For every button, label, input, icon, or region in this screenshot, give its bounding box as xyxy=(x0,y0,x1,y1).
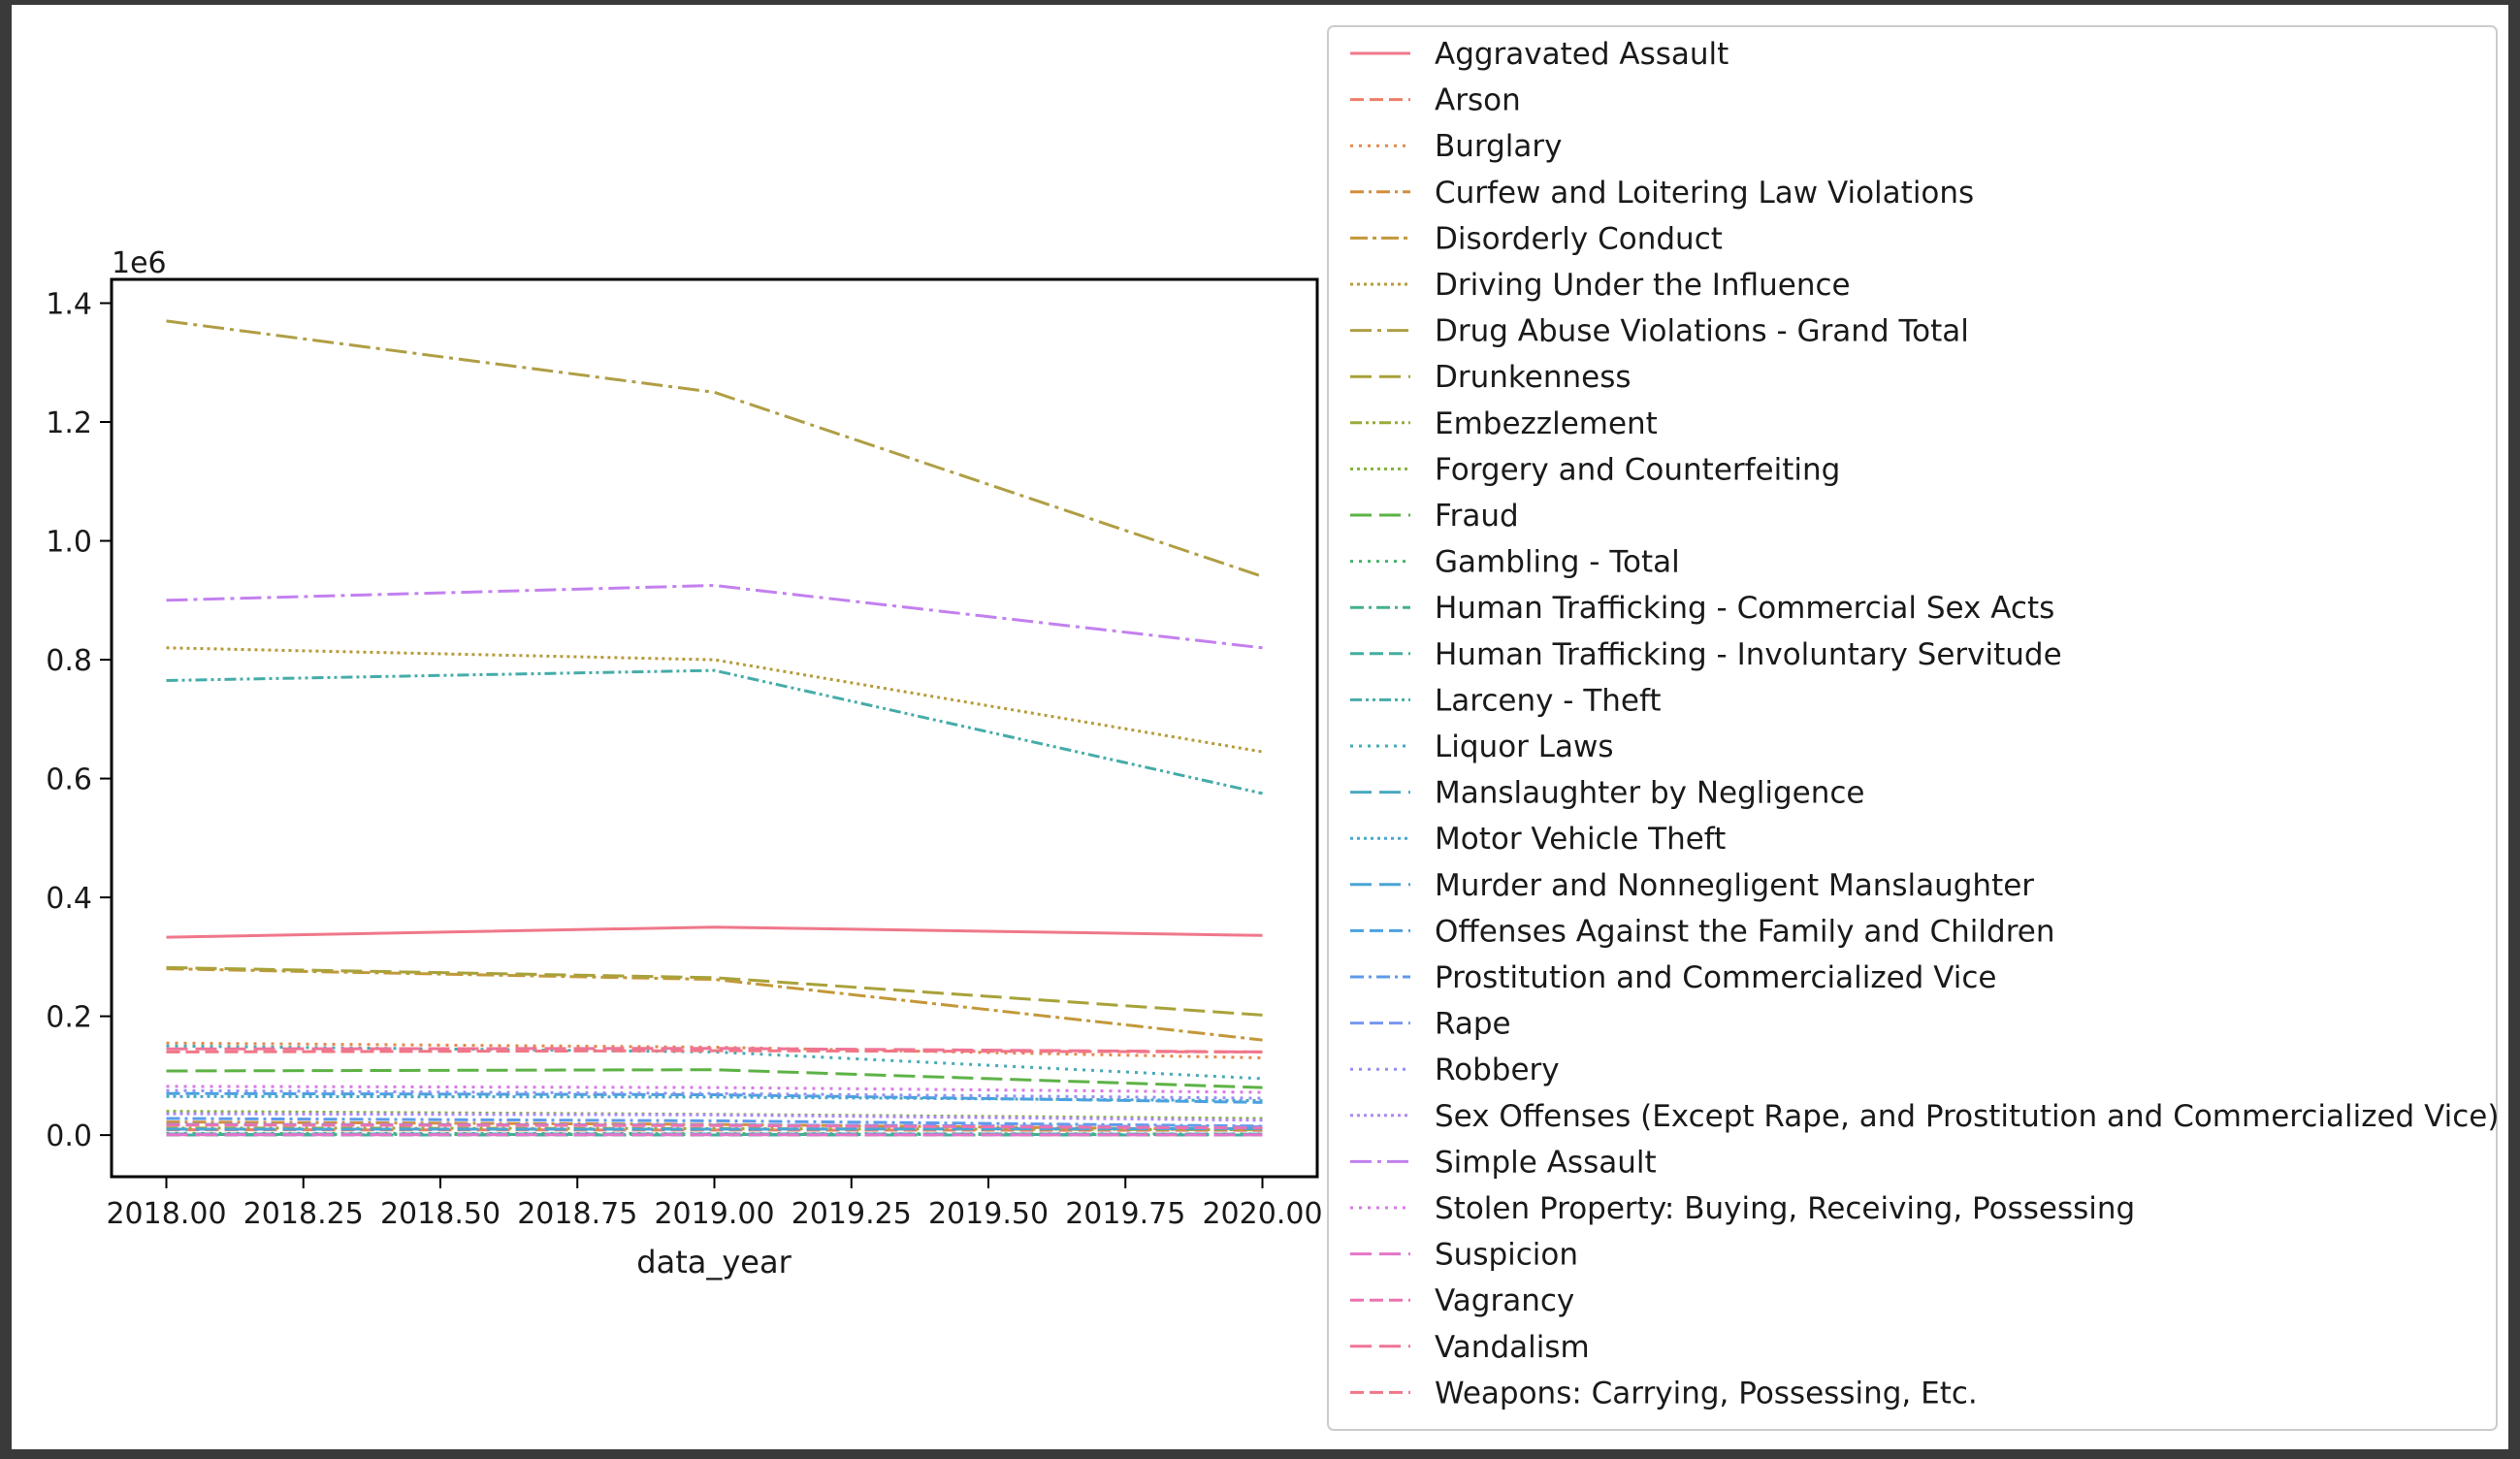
series-line-weapons-carrying-possessing-etc xyxy=(166,1049,1263,1054)
legend-label-curfew-and-loitering-law-violations: Curfew and Loitering Law Violations xyxy=(1435,176,1974,211)
legend-label-larceny-theft: Larceny - Theft xyxy=(1435,683,1662,718)
figure-canvas: 2018.00 2018.25 2018.50 2018.75 2019.00 2019.… xyxy=(12,5,2508,1449)
legend-label-drunkenness: Drunkenness xyxy=(1435,360,1632,395)
legend-label-fraud: Fraud xyxy=(1435,499,1519,534)
series-line-driving-under-the-influence xyxy=(166,646,1263,754)
series-line-larceny-theft xyxy=(166,668,1263,795)
plot-lines xyxy=(166,319,1263,1137)
series-line-disorderly-conduct xyxy=(166,967,1263,1042)
y-tick-label: 0.8 xyxy=(46,644,92,678)
series-line-offenses-against-the-family-and-children xyxy=(166,1091,1263,1104)
series-line-aggravated-assault xyxy=(166,925,1263,939)
legend-label-robbery: Robbery xyxy=(1435,1053,1560,1087)
x-tick-label: 2018.75 xyxy=(517,1197,637,1231)
x-axis: 2018.00 2018.25 2018.50 2018.75 2019.00 2019.… xyxy=(106,1177,1323,1231)
y-tick-label: 0.0 xyxy=(46,1119,92,1153)
x-tick-label: 2018.00 xyxy=(106,1197,226,1231)
line-chart: 2018.00 2018.25 2018.50 2018.75 2019.00 2019.… xyxy=(46,25,2499,1431)
legend-label-vandalism: Vandalism xyxy=(1435,1330,1590,1365)
x-tick-label: 2019.75 xyxy=(1065,1197,1185,1231)
legend-label-arson: Arson xyxy=(1435,83,1521,118)
y-offset-label: 1e6 xyxy=(112,246,167,280)
x-axis-label: data_year xyxy=(636,1244,792,1281)
legend-label-burglary: Burglary xyxy=(1435,129,1563,164)
legend-label-offenses-against-the-family-and-children: Offenses Against the Family and Children xyxy=(1435,914,2055,949)
legend-label-weapons-carrying-possessing-etc: Weapons: Carrying, Possessing, Etc. xyxy=(1435,1376,1978,1410)
legend: Aggravated Assault Arson Burglary Curfew an… xyxy=(1350,37,2499,1410)
legend-label-forgery-and-counterfeiting: Forgery and Counterfeiting xyxy=(1435,452,1840,487)
legend-label-rape: Rape xyxy=(1435,1007,1511,1042)
legend-label-prostitution-and-commercialized-vice: Prostitution and Commercialized Vice xyxy=(1435,960,1996,995)
legend-label-human-trafficking-involuntary-servitude: Human Trafficking - Involuntary Servitud… xyxy=(1435,637,2062,672)
x-tick-label: 2018.50 xyxy=(380,1197,501,1231)
series-line-drug-abuse-violations-grand-total xyxy=(166,319,1263,578)
legend-label-disorderly-conduct: Disorderly Conduct xyxy=(1435,221,1723,256)
legend-label-suspicion: Suspicion xyxy=(1435,1238,1578,1273)
legend-label-human-trafficking-commercial-sex-acts: Human Trafficking - Commercial Sex Acts xyxy=(1435,591,2054,626)
series-line-simple-assault xyxy=(166,583,1263,650)
legend-label-stolen-property-buying-receiving-possessing: Stolen Property: Buying, Receiving, Poss… xyxy=(1435,1191,2135,1226)
series-line-vagrancy xyxy=(166,1123,1263,1130)
legend-label-embezzlement: Embezzlement xyxy=(1435,406,1658,441)
legend-label-sex-offenses-except-rape-and-prostitution-and-commercialized-vice: Sex Offenses (Except Rape, and Prostitut… xyxy=(1435,1099,2499,1134)
series-line-stolen-property-buying-receiving-possessing xyxy=(166,1085,1263,1094)
legend-box xyxy=(1327,25,2498,1431)
x-tick-label: 2019.50 xyxy=(928,1197,1049,1231)
y-tick-label: 0.6 xyxy=(46,763,92,797)
legend-label-manslaughter-by-negligence: Manslaughter by Negligence xyxy=(1435,776,1865,811)
x-tick-label: 2019.25 xyxy=(792,1197,912,1231)
y-tick-label: 0.2 xyxy=(46,1001,92,1035)
y-tick-label: 0.4 xyxy=(46,882,92,916)
y-axis: 0.0 0.2 0.4 0.6 0.8 1.0 1.2 1.4 xyxy=(46,288,112,1153)
legend-label-simple-assault: Simple Assault xyxy=(1435,1145,1657,1180)
x-tick-label: 2020.00 xyxy=(1202,1197,1322,1231)
plot-area-frame xyxy=(110,277,1319,1179)
legend-label-drug-abuse-violations-grand-total: Drug Abuse Violations - Grand Total xyxy=(1435,314,1969,349)
legend-label-gambling-total: Gambling - Total xyxy=(1435,545,1680,580)
y-tick-label: 1.2 xyxy=(46,406,92,440)
legend-label-aggravated-assault: Aggravated Assault xyxy=(1435,37,1728,72)
legend-label-murder-and-nonnegligent-manslaughter: Murder and Nonnegligent Manslaughter xyxy=(1435,868,2034,903)
legend-label-vagrancy: Vagrancy xyxy=(1435,1283,1574,1318)
legend-label-motor-vehicle-theft: Motor Vehicle Theft xyxy=(1435,822,1726,857)
x-tick-label: 2018.25 xyxy=(243,1197,364,1231)
series-line-fraud xyxy=(166,1068,1263,1089)
series-line-drunkenness xyxy=(166,965,1263,1017)
legend-label-driving-under-the-influence: Driving Under the Influence xyxy=(1435,268,1851,303)
y-tick-label: 1.4 xyxy=(46,288,92,322)
legend-label-liquor-laws: Liquor Laws xyxy=(1435,730,1614,764)
x-tick-label: 2019.00 xyxy=(654,1197,774,1231)
y-tick-label: 1.0 xyxy=(46,526,92,560)
series-line-murder-and-nonnegligent-manslaughter xyxy=(166,1126,1263,1131)
